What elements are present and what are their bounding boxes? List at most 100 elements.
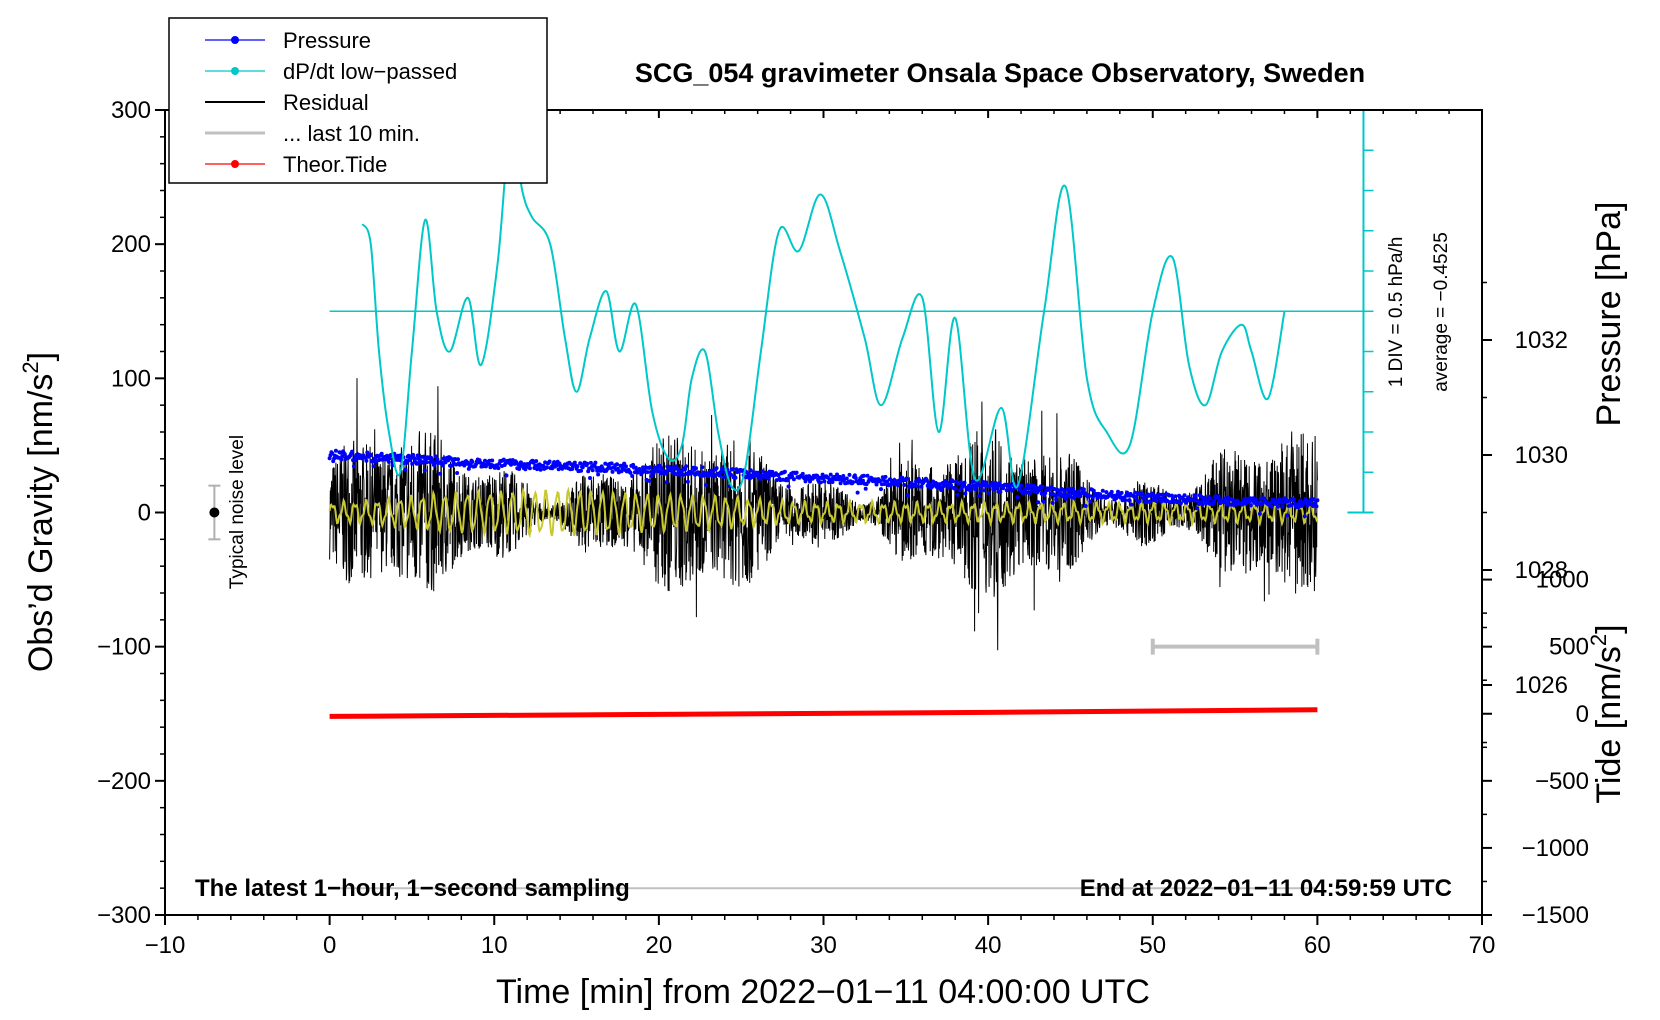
legend-pressure: Pressure xyxy=(205,28,371,53)
pressure-point xyxy=(1253,497,1258,502)
pressure-point xyxy=(733,475,738,480)
pressure-point xyxy=(1098,492,1103,497)
pressure-point xyxy=(1081,487,1086,492)
pressure-point xyxy=(879,487,883,492)
pressure-point xyxy=(1212,498,1217,503)
pressure-point xyxy=(351,464,356,469)
pressure-point xyxy=(822,479,827,484)
pressure-point xyxy=(1159,499,1164,504)
pressure-point xyxy=(694,466,698,471)
pressure-point xyxy=(874,482,879,487)
pressure-point xyxy=(456,457,460,462)
pressure-point xyxy=(534,459,539,464)
pressure-point xyxy=(830,480,835,484)
pressure-point xyxy=(1269,504,1274,509)
pressure-point xyxy=(685,479,690,484)
pressure-point xyxy=(729,472,733,477)
pressure-point xyxy=(820,472,825,477)
pressure-point xyxy=(1178,501,1183,506)
pressure-point xyxy=(1216,494,1221,499)
pressure-point xyxy=(1061,488,1066,492)
legend-pressure-dot xyxy=(231,36,239,44)
legend-last10-label: ... last 10 min. xyxy=(283,121,420,146)
pressure-point xyxy=(1088,499,1093,504)
pressure-point xyxy=(883,474,888,479)
pressure-point xyxy=(1292,497,1296,502)
legend-pressure-label: Pressure xyxy=(283,28,371,53)
pressure-point xyxy=(1123,498,1128,503)
pressure-point xyxy=(580,465,585,470)
pressure-point xyxy=(470,459,475,464)
pressure-point xyxy=(387,456,392,461)
pressure-point xyxy=(352,458,357,463)
pressure-point xyxy=(684,464,689,469)
pressure-point xyxy=(547,459,552,464)
pressure-point xyxy=(720,466,725,471)
x-tick-label: −10 xyxy=(145,932,186,959)
pressure-point xyxy=(803,479,808,484)
tide-axis-title-sup: 2 xyxy=(1586,634,1611,646)
pressure-point xyxy=(986,491,991,495)
legend-tide-dot xyxy=(231,160,239,168)
pressure-point xyxy=(1314,504,1319,509)
pressure-point xyxy=(808,479,812,484)
pressure-point xyxy=(730,467,735,472)
theoretical-tide-trace xyxy=(329,707,1318,719)
pressure-point xyxy=(1034,485,1039,490)
pressure-point xyxy=(794,470,799,475)
pressure-point xyxy=(855,490,860,495)
pressure-point xyxy=(610,469,615,474)
pressure-point xyxy=(1040,485,1045,489)
pressure-point xyxy=(782,469,787,474)
pressure-point xyxy=(703,482,708,487)
pressure-point xyxy=(841,474,846,478)
pressure-point xyxy=(657,463,662,468)
legend-last10: ... last 10 min. xyxy=(205,121,420,146)
legend-tide-label: Theor.Tide xyxy=(283,152,387,177)
pressure-point xyxy=(828,472,833,477)
pressure-point xyxy=(1304,498,1309,503)
pressure-point xyxy=(978,488,983,493)
plot-content xyxy=(208,109,1374,890)
pressure-point xyxy=(1193,493,1198,498)
pressure-point xyxy=(1036,500,1041,505)
pressure-point xyxy=(496,466,501,471)
pressure-point xyxy=(339,457,344,462)
noise-level-dot xyxy=(209,507,220,518)
pressure-point xyxy=(1004,488,1009,493)
pressure-tick-label: 1030 xyxy=(1515,442,1568,469)
pressure-point xyxy=(1068,494,1073,499)
tide-tick-label: −500 xyxy=(1535,768,1589,795)
pressure-point xyxy=(968,488,973,493)
y-tick-label: 200 xyxy=(111,231,151,258)
pressure-point xyxy=(609,461,614,466)
pressure-point xyxy=(1154,499,1159,504)
y-axis-title-main: Obs’d Gravity [nm/s xyxy=(22,374,60,673)
pressure-point xyxy=(628,470,633,475)
pressure-point xyxy=(950,479,955,484)
pressure-point xyxy=(1248,503,1253,508)
pressure-point xyxy=(1134,494,1138,499)
pressure-point xyxy=(538,467,543,472)
pressure-point xyxy=(1225,499,1230,504)
pressure-point xyxy=(455,471,460,475)
noise-level-label: Typical noise level xyxy=(227,435,248,589)
pressure-point xyxy=(422,468,427,473)
pressure-point xyxy=(758,477,763,481)
pressure-point xyxy=(327,456,332,461)
pressure-point xyxy=(403,467,408,472)
pressure-point xyxy=(1173,494,1178,499)
y-axis-title-sup: 2 xyxy=(18,361,43,373)
pressure-point xyxy=(490,458,495,463)
pressure-point xyxy=(648,465,653,470)
residual-lowpass-trace xyxy=(328,486,1319,539)
pressure-tick-label: 1032 xyxy=(1515,327,1568,354)
x-tick-label: 0 xyxy=(323,932,336,959)
pressure-point xyxy=(438,471,443,476)
x-tick-label: 40 xyxy=(975,932,1002,959)
pressure-point xyxy=(630,474,635,478)
pressure-tick-label: 1026 xyxy=(1515,672,1568,699)
tide-tick-label: 500 xyxy=(1549,634,1589,661)
pressure-point xyxy=(364,458,369,463)
